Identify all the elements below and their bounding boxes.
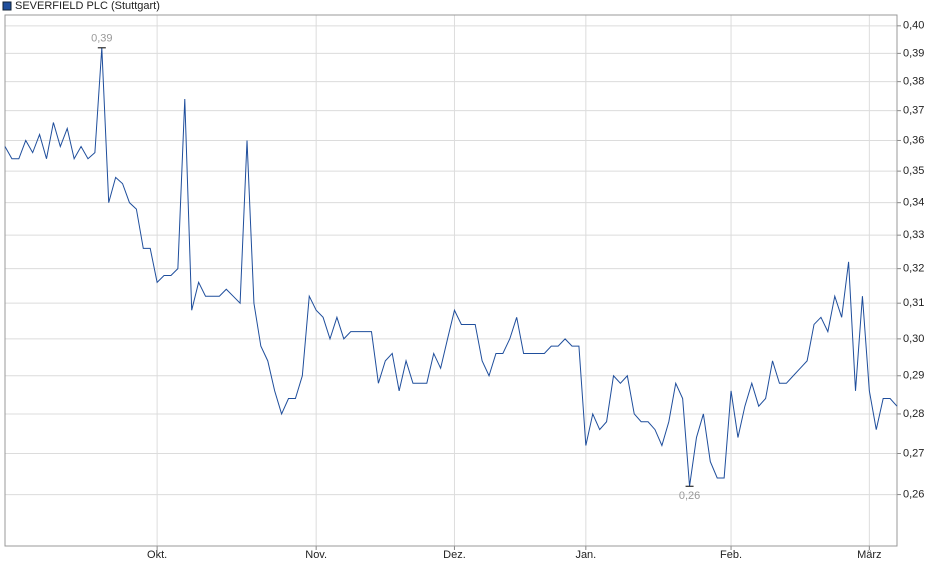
x-tick-label: Feb. (720, 549, 742, 561)
series-line (4, 47, 898, 487)
plot-frame (4, 14, 898, 547)
y-tick-label: 0,35 (903, 165, 924, 177)
y-tick-label: 0,26 (903, 488, 924, 500)
y-tick-label: 0,33 (903, 229, 924, 241)
y-tick-label: 0,27 (903, 447, 924, 459)
y-tick-label: 0,28 (903, 408, 924, 420)
legend-label: SEVERFIELD PLC (Stuttgart) (15, 0, 160, 12)
value-label: 0,26 (679, 490, 700, 502)
x-tick-label: Okt. (147, 549, 167, 561)
y-tick-label: 0,34 (903, 197, 924, 209)
x-tick-label: Dez. (443, 549, 466, 561)
y-tick-label: 0,40 (903, 20, 924, 32)
y-tick-label: 0,30 (903, 333, 924, 345)
y-tick-label: 0,39 (903, 47, 924, 59)
y-tick-label: 0,38 (903, 76, 924, 88)
x-tick-label: Jan. (575, 549, 596, 561)
x-tick-label: Nov. (305, 549, 327, 561)
y-tick-label: 0,31 (903, 297, 924, 309)
y-tick-label: 0,32 (903, 263, 924, 275)
x-tick-label: März (857, 549, 881, 561)
y-tick-label: 0,37 (903, 105, 924, 117)
value-label: 0,39 (91, 33, 112, 45)
y-tick-label: 0,36 (903, 134, 924, 146)
y-tick-label: 0,29 (903, 370, 924, 382)
legend-swatch (2, 1, 12, 11)
